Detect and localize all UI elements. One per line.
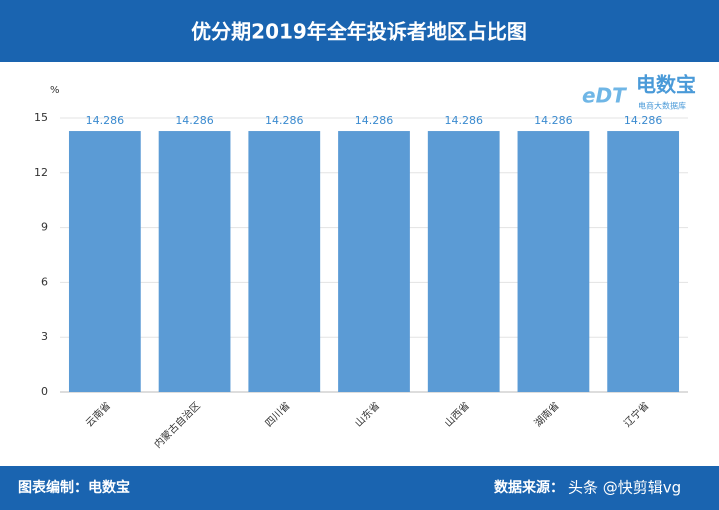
logo-mark: eDT <box>582 84 627 108</box>
footer-band <box>0 466 719 510</box>
x-tick-label: 辽宁省 <box>621 399 651 429</box>
y-tick-label: 6 <box>41 275 48 288</box>
x-tick-label: 湖南省 <box>531 399 561 429</box>
logo-name: 电数宝 <box>636 73 696 97</box>
bar <box>517 131 590 392</box>
value-label: 14.286 <box>265 114 304 127</box>
footer-source: 数据来源： <box>494 479 564 496</box>
logo-tagline: 电商大数据库 <box>638 101 686 111</box>
bar <box>338 131 410 392</box>
bar <box>607 131 680 392</box>
bar <box>427 131 500 392</box>
y-tick-label: 3 <box>41 330 48 343</box>
watermark: 头条 @快剪辑vg <box>568 479 681 497</box>
footer-compiled: 图表编制：电数宝 <box>18 479 130 496</box>
value-label: 14.286 <box>175 114 214 127</box>
bar <box>158 131 231 392</box>
y-tick-label: 0 <box>41 385 48 398</box>
x-tick-label: 云南省 <box>83 399 113 429</box>
value-label: 14.286 <box>355 114 394 127</box>
value-label: 14.286 <box>534 114 573 127</box>
y-unit: % <box>50 85 60 96</box>
chart-title: 优分期2019年全年投诉者地区占比图 <box>191 20 527 44</box>
y-tick-label: 12 <box>34 166 48 179</box>
value-label: 14.286 <box>444 114 483 127</box>
y-tick-label: 9 <box>41 221 48 234</box>
x-tick-label: 内蒙古自治区 <box>151 399 203 451</box>
y-tick-label: 15 <box>34 111 48 124</box>
bar <box>68 131 141 392</box>
header-band <box>0 0 719 62</box>
bar <box>248 131 321 392</box>
x-tick-label: 山西省 <box>442 399 472 429</box>
x-tick-label: 山东省 <box>352 399 382 429</box>
value-label: 14.286 <box>86 114 125 127</box>
value-label: 14.286 <box>624 114 663 127</box>
x-tick-label: 四川省 <box>262 399 292 429</box>
